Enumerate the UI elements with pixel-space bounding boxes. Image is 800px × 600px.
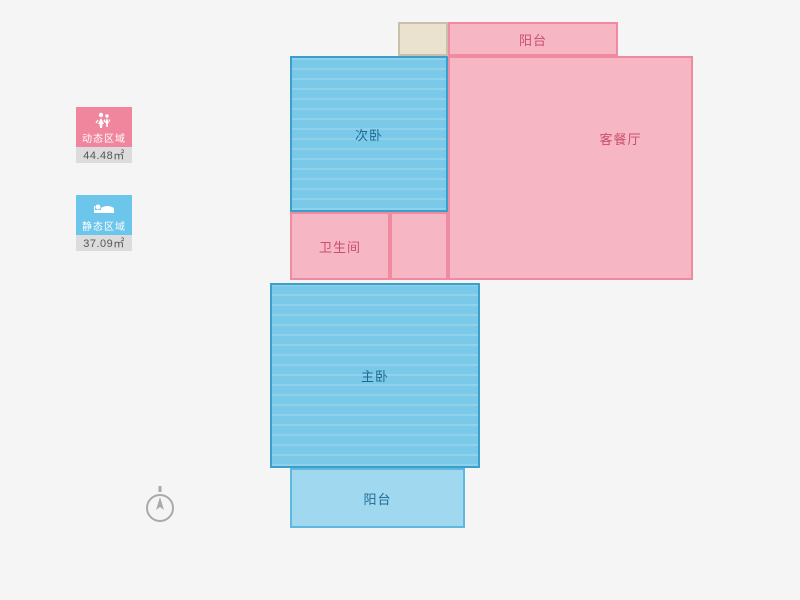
room-master-bedroom: 主卧: [270, 283, 480, 468]
legend-static-block: 静态区域: [76, 195, 132, 235]
room-bathroom: 卫生间: [290, 212, 390, 280]
legend-dynamic-area: 44.48㎡: [76, 147, 132, 163]
people-icon: [93, 112, 115, 133]
room-label-balcony-bottom: 阳台: [363, 489, 391, 508]
room-second-bedroom: 次卧: [290, 56, 448, 212]
room-notch: [398, 22, 448, 56]
bed-icon: [92, 202, 116, 221]
legend-static: 静态区域 37.09㎡: [76, 195, 132, 251]
room-hall-strip: [390, 212, 448, 280]
canvas: 动态区域 44.48㎡ 静态区域 37.09㎡ 阳台厨房客餐厅次卧卫生间主卧阳台: [0, 0, 800, 600]
legend-dynamic: 动态区域 44.48㎡: [76, 107, 132, 163]
legend-static-label: 静态区域: [82, 223, 126, 233]
legend-static-area: 37.09㎡: [76, 235, 132, 251]
legend-dynamic-block: 动态区域: [76, 107, 132, 147]
room-label-living: 客餐厅: [599, 129, 641, 148]
room-balcony-top: 阳台: [448, 22, 618, 56]
legend-dynamic-label: 动态区域: [82, 135, 126, 145]
room-balcony-bottom: 阳台: [290, 468, 465, 528]
compass-icon: [144, 486, 176, 529]
room-label-bathroom: 卫生间: [319, 237, 361, 256]
room-label-second-bedroom: 次卧: [355, 125, 383, 144]
room-label-master-bedroom: 主卧: [361, 366, 389, 385]
room-label-balcony-top: 阳台: [519, 30, 547, 49]
room-living: 客餐厅: [448, 56, 693, 280]
